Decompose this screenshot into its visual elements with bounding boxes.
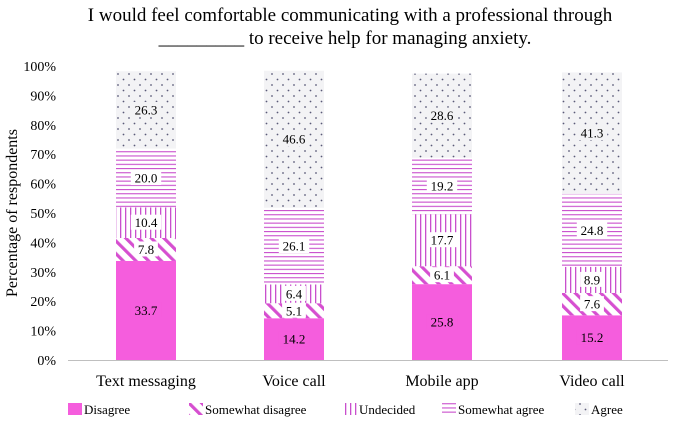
data-label-background xyxy=(580,296,604,312)
data-label-background xyxy=(576,222,608,238)
y-tick-label: 100% xyxy=(23,60,56,75)
legend-swatch xyxy=(189,403,203,415)
data-label-background xyxy=(278,131,310,147)
data-label: 19.2 xyxy=(431,178,454,193)
data-label-background xyxy=(426,232,458,248)
bars xyxy=(116,70,622,360)
legend-swatch xyxy=(575,403,589,415)
data-label: 10.4 xyxy=(135,215,158,230)
data-label-background xyxy=(282,285,306,301)
data-label: 6.1 xyxy=(434,268,450,283)
data-label-background xyxy=(426,177,458,193)
data-label-background xyxy=(130,101,162,117)
data-label-background xyxy=(282,302,306,318)
legend-label: Somewhat agree xyxy=(458,402,545,417)
y-tick-label: 20% xyxy=(30,295,56,310)
legend-label: Disagree xyxy=(84,402,130,417)
data-label: 46.6 xyxy=(283,132,306,147)
data-label: 28.6 xyxy=(431,108,454,123)
data-label: 6.4 xyxy=(286,286,303,301)
data-label: 26.1 xyxy=(283,239,306,254)
data-label: 14.2 xyxy=(283,332,306,347)
data-label-background xyxy=(278,238,310,254)
data-label: 20.0 xyxy=(135,171,158,186)
data-label-background xyxy=(576,125,608,141)
y-tick-label: 50% xyxy=(30,207,56,222)
data-label: 7.8 xyxy=(138,242,154,257)
y-tick-label: 30% xyxy=(30,266,56,281)
data-label: 24.8 xyxy=(581,223,604,238)
y-tick-label: 80% xyxy=(30,119,56,134)
data-label-background xyxy=(426,314,458,330)
y-tick-label: 0% xyxy=(37,354,56,369)
data-label-background xyxy=(130,214,162,230)
data-label: 26.3 xyxy=(135,102,158,117)
x-tick-label: Mobile app xyxy=(405,373,478,390)
data-label-background xyxy=(130,170,162,186)
y-tick-label: 60% xyxy=(30,178,56,193)
y-tick-label: 90% xyxy=(30,89,56,104)
x-axis-labels: Text messaging Voice call Mobile app Video … xyxy=(96,373,625,390)
y-axis-ticks: 0% 10% 20% 30% 40% 50% 60% 70% 80% 90% 100% xyxy=(23,60,56,369)
y-axis-label: Percentage of respondents xyxy=(4,129,21,297)
x-tick-label: Video call xyxy=(559,373,625,390)
data-label: 41.3 xyxy=(581,126,604,141)
data-label-background xyxy=(426,107,458,123)
data-label: 33.7 xyxy=(135,303,158,318)
y-tick-label: 40% xyxy=(30,236,56,251)
x-tick-label: Text messaging xyxy=(96,373,196,390)
data-label: 7.6 xyxy=(584,297,601,312)
data-labels: 33.7 7.8 10.4 20.0 26.3 14.2 5.1 6.4 26.1 46.6 25.… xyxy=(130,101,608,347)
chart-title-line-1: I would feel comfortable communicating w… xyxy=(88,5,613,26)
data-label: 25.8 xyxy=(431,315,454,330)
data-label-background xyxy=(430,267,454,283)
data-label-background xyxy=(580,271,604,287)
data-label-background xyxy=(576,329,608,345)
chart-title-line-2: _________ to receive help for managing a… xyxy=(158,28,532,49)
data-label: 17.7 xyxy=(431,233,454,248)
legend-label: Agree xyxy=(591,402,623,417)
legend-label: Undecided xyxy=(359,402,416,417)
data-label-background xyxy=(134,241,158,257)
legend-swatch xyxy=(442,403,456,415)
legend: Disagree Somewhat disagree Undecided Somewh… xyxy=(68,402,623,417)
data-label-background xyxy=(278,331,310,347)
legend-swatch xyxy=(343,403,357,415)
y-tick-label: 10% xyxy=(30,325,56,340)
y-tick-label: 70% xyxy=(30,148,56,163)
data-label: 15.2 xyxy=(581,330,604,345)
data-label: 5.1 xyxy=(286,303,302,318)
data-label: 8.9 xyxy=(584,272,600,287)
legend-label: Somewhat disagree xyxy=(205,402,307,417)
x-tick-label: Voice call xyxy=(262,373,326,390)
data-label-background xyxy=(130,302,162,318)
legend-swatch xyxy=(68,403,82,415)
